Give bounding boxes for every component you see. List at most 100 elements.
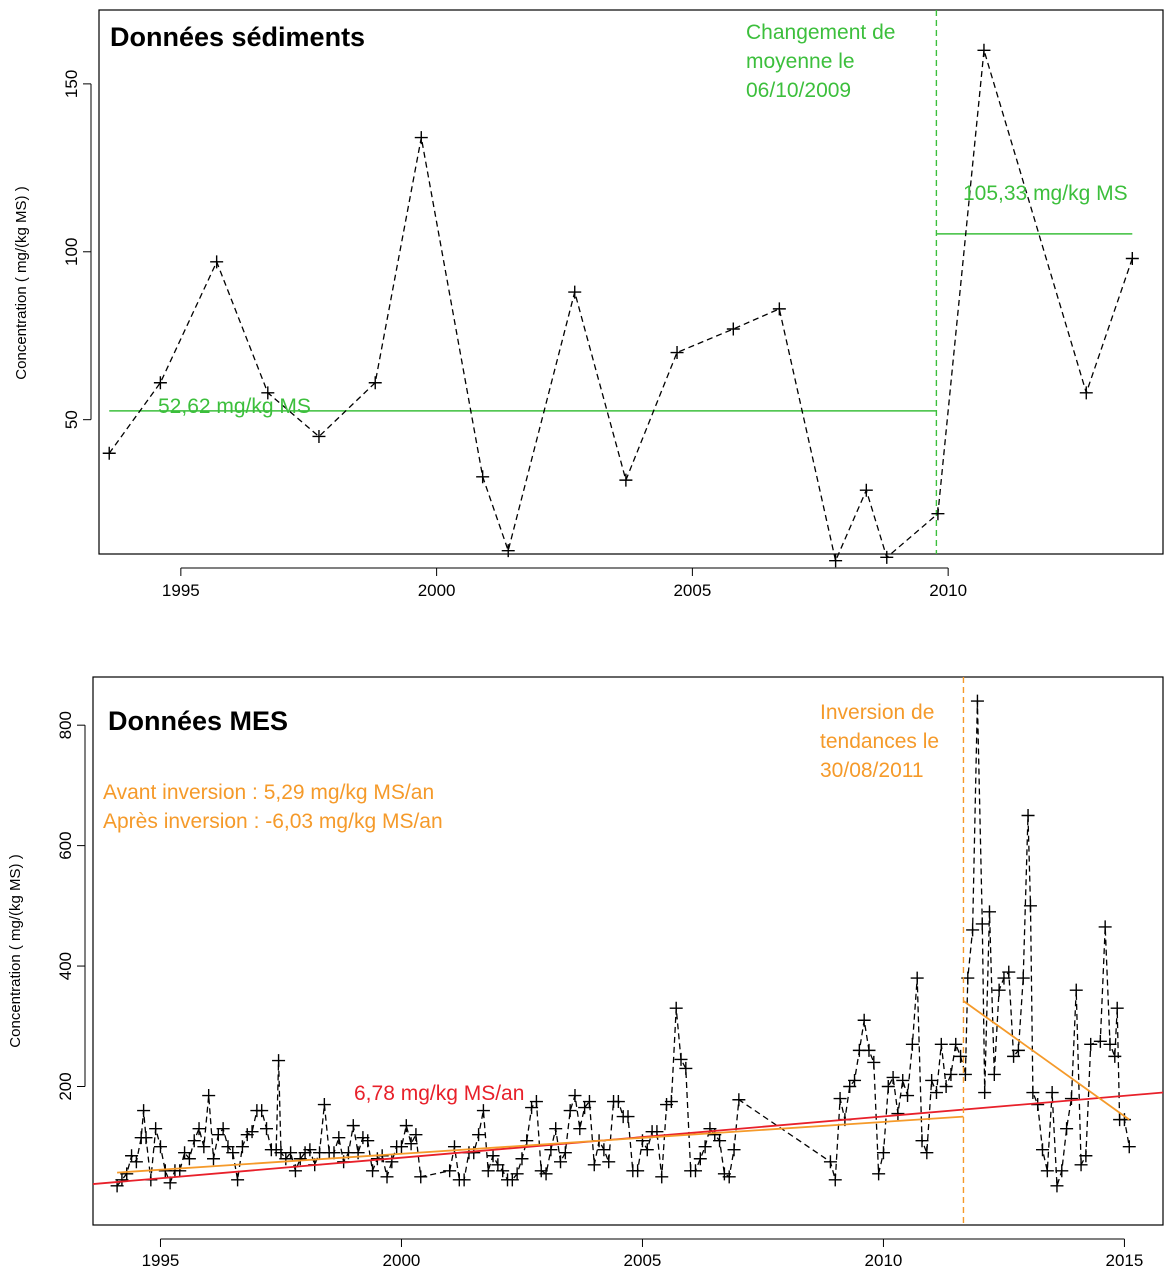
data-point-marker [197,1140,211,1154]
data-point-marker [772,302,786,316]
data-point-marker [1108,1049,1122,1063]
data-point-marker [880,550,894,564]
data-point-marker [1079,1149,1093,1163]
data-point-marker [925,1073,939,1087]
chart-title-sediments: Données sédiments [110,22,365,52]
data-point-marker [944,1067,958,1081]
data-point-marker [481,1164,495,1178]
data-point-marker [192,1122,206,1136]
inversion-label-line-2: tendances le [820,730,939,753]
data-point-marker [554,1155,568,1169]
data-point-marker [597,1143,611,1157]
annotations-mes: Inversion de tendances le 30/08/2011 Ava… [103,701,939,1105]
data-point-marker [1031,1098,1045,1112]
data-point-marker [859,483,873,497]
data-point-marker [385,1155,399,1169]
x-axis-sediments: 1995 2000 2005 2010 [162,567,967,600]
data-point-marker [982,905,996,919]
trend-after-inversion-line [962,1000,1130,1121]
data-point-marker [245,1125,259,1139]
chart-mes: 200 400 600 800 1995 2000 2005 2010 2015 Concen… [7,676,1164,1268]
data-point-marker [202,1089,216,1103]
data-point-marker [1045,1086,1059,1100]
data-point-marker [726,322,740,336]
y-tick-label-mes: 800 [56,711,75,739]
data-point-marker [664,1095,678,1109]
plot-frame-sediments [98,9,1164,555]
data-point-marker [1103,1037,1117,1051]
data-point-marker [862,1043,876,1057]
y-tick-label-sediments: 100 [62,238,81,266]
data-point-marker [975,917,989,931]
data-point-marker [317,1098,331,1112]
data-point-marker [693,1152,707,1166]
y-axis-sediments: 50 100 150 [62,70,92,429]
data-point-marker [886,1070,900,1084]
data-point-marker [573,1122,587,1136]
data-point-marker [1050,1179,1064,1193]
data-point-marker [987,1067,1001,1081]
data-point-marker [476,1104,490,1118]
y-axis-mes: 200 400 600 800 [56,711,86,1101]
data-point-marker [631,1164,645,1178]
data-point-marker [679,1061,693,1075]
data-point-marker [404,1137,418,1151]
data-point-marker [120,1167,134,1181]
data-point-marker [568,1089,582,1103]
data-point-marker [1055,1164,1069,1178]
data-point-marker [187,1134,201,1148]
data-point-marker [621,1110,635,1124]
data-point-marker [722,1170,736,1184]
data-point-marker [327,1146,341,1160]
inversion-label-line-1: Inversion de [820,701,934,724]
data-point-marker [137,1104,151,1118]
data-point-marker [414,1170,428,1184]
data-point-marker [582,1095,596,1109]
data-point-marker [688,1164,702,1178]
change-label-line-2: moyenne le [746,50,855,73]
x-axis-mes: 1995 2000 2005 2010 2015 [142,1238,1143,1268]
x-tick-label-mes: 2005 [624,1251,662,1268]
data-point-marker [472,1128,486,1142]
data-point-marker [394,1140,408,1154]
data-point-marker [303,1143,317,1157]
series-sediments [102,43,1139,568]
data-point-marker [260,1122,274,1136]
data-point-marker [1016,971,1030,985]
data-point-marker [149,1122,163,1136]
data-point-marker [1069,983,1083,997]
data-point-marker [896,1073,910,1087]
trend-lines-mes [92,1000,1164,1185]
data-point-marker [231,1173,245,1187]
data-point-marker [1093,1034,1107,1048]
data-point-marker [457,1173,471,1187]
data-point-marker [563,1104,577,1118]
data-point-marker [670,346,684,360]
data-point-marker [1125,251,1139,265]
data-point-marker [602,1155,616,1169]
y-axis-label-mes: Concentration ( mg/(kg MS) ) [7,854,24,1047]
data-point-marker [857,1013,871,1027]
y-tick-label-mes: 200 [56,1072,75,1100]
x-tick-label-sediments: 2000 [418,581,456,600]
avant-inversion-label: Avant inversion : 5,29 mg/kg MS/an [103,781,434,804]
chart-title-mes: Données MES [108,706,288,736]
data-point-marker [1064,1092,1078,1106]
x-tick-label-sediments: 1995 [162,581,200,600]
data-point-marker [876,1146,890,1160]
mean-lines-sediments [109,233,1133,412]
data-point-marker [173,1164,187,1178]
data-point-marker [1026,1086,1040,1100]
data-point-marker [255,1104,269,1118]
mean-label-before: 52,62 mg/kg MS [158,395,311,418]
data-point-marker [206,1152,220,1166]
data-point-marker [867,1055,881,1069]
data-point-marker [920,1146,934,1160]
data-point-marker [346,1119,360,1133]
data-point-marker [226,1146,240,1160]
y-tick-label-sediments: 50 [62,410,81,429]
data-point-marker [611,1095,625,1109]
data-point-marker [1023,899,1037,913]
data-point-marker [732,1093,746,1107]
